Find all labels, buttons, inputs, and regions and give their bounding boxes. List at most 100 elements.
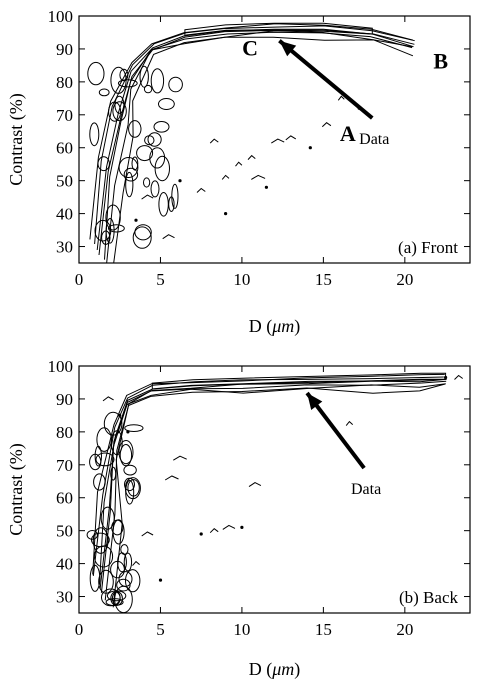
contour-blob <box>136 145 154 162</box>
contour-blob <box>128 120 142 138</box>
contour-blob <box>131 156 139 171</box>
data-point <box>308 146 312 150</box>
contour-blob <box>124 477 141 500</box>
data-arrow-label: Data <box>351 481 381 498</box>
data-point <box>178 179 182 183</box>
data-mark <box>141 531 154 537</box>
data-mark <box>164 475 179 481</box>
data-mark <box>235 161 243 167</box>
contour-line <box>92 376 444 576</box>
contour-line <box>104 383 446 601</box>
y-tick-label: 70 <box>56 106 73 125</box>
data-point <box>444 375 448 380</box>
contour-blob <box>86 530 99 540</box>
data-mark <box>454 374 463 380</box>
contour-blob <box>93 473 106 491</box>
x-tick-label: 5 <box>156 620 165 639</box>
data-mark <box>345 420 354 426</box>
x-axis-title: D (μm) <box>249 659 301 680</box>
contour-blob <box>100 506 115 530</box>
contour-blob <box>134 224 152 241</box>
x-tick-label: 0 <box>75 270 84 289</box>
contour-blob <box>89 564 101 592</box>
y-axis-title: Contrast (%) <box>6 93 27 185</box>
plot-area <box>86 372 463 613</box>
contour-blob <box>123 552 133 572</box>
plot-frame <box>78 15 471 264</box>
contour-blob <box>124 424 144 433</box>
contour-blob <box>158 192 169 217</box>
point-label-b: B <box>433 49 448 74</box>
y-tick-label: 100 <box>48 357 74 376</box>
data-mark <box>102 396 114 402</box>
y-tick-label: 100 <box>48 7 74 26</box>
panel-back: 0 5 10 15 20 30 40 50 60 70 80 90 100 D (μm) Contrast … <box>6 357 471 680</box>
data-mark <box>321 122 332 128</box>
plot-frame <box>78 365 471 614</box>
y-tick-label: 30 <box>56 238 73 257</box>
data-mark <box>209 138 219 144</box>
contour-blob <box>96 427 112 452</box>
contour-blob <box>92 527 109 554</box>
data-mark <box>285 135 297 141</box>
contour-blob <box>87 61 105 86</box>
y-tick-label: 60 <box>56 489 73 508</box>
contour-blob <box>144 135 155 146</box>
contour-blob <box>127 479 140 497</box>
contour-blob <box>153 121 170 133</box>
contour-line <box>106 30 413 263</box>
contour-line <box>113 36 414 263</box>
contour-blob <box>168 76 183 93</box>
plot-area <box>87 22 415 263</box>
data-mark <box>251 174 266 180</box>
contour-blob <box>110 66 127 94</box>
x-tick-label: 10 <box>233 620 250 639</box>
contour-blob <box>149 147 166 169</box>
contour-blob <box>95 452 115 467</box>
y-tick-label: 50 <box>56 172 73 191</box>
data-mark <box>248 482 262 488</box>
y-tick-label: 90 <box>56 390 73 409</box>
data-mark <box>247 154 256 160</box>
contour-blob <box>158 98 175 110</box>
data-arrow-head <box>307 393 323 410</box>
contour-blob <box>147 132 162 147</box>
contour-blob <box>93 545 114 568</box>
x-axis-title: D (μm) <box>249 316 301 337</box>
panel-front: 0 5 10 15 20 30 40 50 60 70 80 90 100 D (μm) Contrast … <box>6 7 471 337</box>
contour-blob <box>111 591 123 606</box>
x-tick-label: 20 <box>396 270 413 289</box>
data-mark <box>271 138 285 144</box>
y-tick-label: 80 <box>56 73 73 92</box>
data-point <box>240 525 244 530</box>
contour-blob <box>123 167 139 182</box>
contour-blob <box>116 578 131 592</box>
data-mark <box>132 560 140 566</box>
data-mark <box>141 194 154 200</box>
contour-line <box>99 378 447 590</box>
contour-core <box>151 372 447 390</box>
y-tick-label: 90 <box>56 40 73 59</box>
contour-line <box>92 373 445 575</box>
contour-blob <box>103 411 123 436</box>
contour-blob <box>110 466 117 481</box>
contour-blob <box>171 183 179 209</box>
data-arrow-label: Data <box>359 131 389 148</box>
contour-blob <box>112 519 125 545</box>
contour-blob <box>108 224 125 233</box>
contour-blob <box>98 569 114 594</box>
data-mark <box>222 524 236 530</box>
data-mark <box>162 234 175 240</box>
contour-blob <box>150 68 165 94</box>
contour-line <box>98 29 414 256</box>
contour-blob <box>139 65 149 88</box>
data-point <box>224 212 228 216</box>
y-tick-label: 60 <box>56 139 73 158</box>
contour-blob <box>125 171 134 198</box>
y-tick-label: 70 <box>56 456 73 475</box>
contour-blob <box>89 122 100 147</box>
data-mark <box>337 95 345 101</box>
x-tick-label: 15 <box>315 620 332 639</box>
contour-blob <box>119 68 129 82</box>
